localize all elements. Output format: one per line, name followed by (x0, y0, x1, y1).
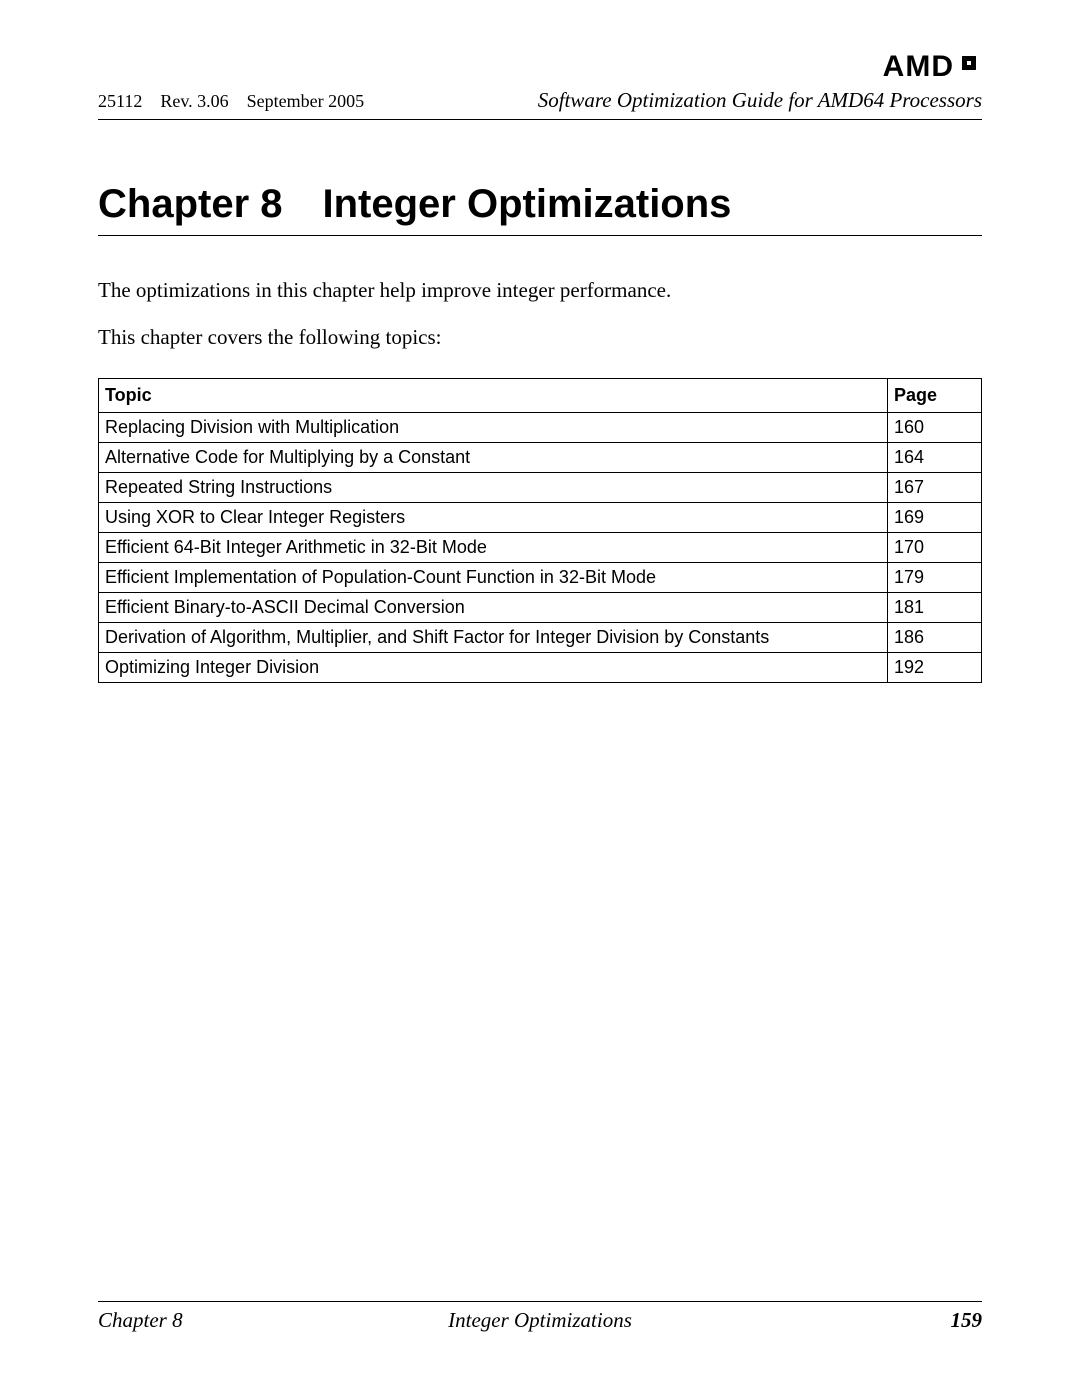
logo-text: AMD (883, 50, 954, 84)
cell-page: 167 (888, 473, 982, 503)
cell-topic: Derivation of Algorithm, Multiplier, and… (99, 623, 888, 653)
cell-topic: Replacing Division with Multiplication (99, 413, 888, 443)
cell-page: 170 (888, 533, 982, 563)
footer-center: Integer Optimizations (98, 1308, 982, 1333)
table-row: Using XOR to Clear Integer Registers 169 (99, 503, 982, 533)
cell-topic: Using XOR to Clear Integer Registers (99, 503, 888, 533)
cell-topic: Efficient Binary-to-ASCII Decimal Conver… (99, 593, 888, 623)
chapter-rule (98, 235, 982, 236)
doc-title: Software Optimization Guide for AMD64 Pr… (538, 88, 982, 113)
table-header-row: Topic Page (99, 379, 982, 413)
table-row: Replacing Division with Multiplication 1… (99, 413, 982, 443)
footer-rule (98, 1301, 982, 1302)
cell-topic: Repeated String Instructions (99, 473, 888, 503)
chapter-title: Chapter 8 Integer Optimizations (98, 182, 982, 227)
table-row: Repeated String Instructions 167 (99, 473, 982, 503)
logo-row: AMD (98, 50, 982, 84)
cell-page: 160 (888, 413, 982, 443)
table-row: Alternative Code for Multiplying by a Co… (99, 443, 982, 473)
topics-table: Topic Page Replacing Division with Multi… (98, 378, 982, 683)
col-topic: Topic (99, 379, 888, 413)
intro-paragraph-2: This chapter covers the following topics… (98, 325, 982, 350)
cell-page: 179 (888, 563, 982, 593)
cell-page: 169 (888, 503, 982, 533)
cell-topic: Efficient Implementation of Population-C… (99, 563, 888, 593)
col-page: Page (888, 379, 982, 413)
amd-arrow-icon (956, 50, 982, 84)
intro-paragraph-1: The optimizations in this chapter help i… (98, 278, 982, 303)
cell-topic: Alternative Code for Multiplying by a Co… (99, 443, 888, 473)
footer-row: Chapter 8 Integer Optimizations 159 (98, 1308, 982, 1333)
table-body: Replacing Division with Multiplication 1… (99, 413, 982, 683)
footer: Chapter 8 Integer Optimizations 159 (98, 1301, 982, 1333)
cell-topic: Efficient 64-Bit Integer Arithmetic in 3… (99, 533, 888, 563)
table-row: Efficient 64-Bit Integer Arithmetic in 3… (99, 533, 982, 563)
cell-page: 186 (888, 623, 982, 653)
cell-page: 164 (888, 443, 982, 473)
page: AMD 25112 Rev. 3.06 (0, 0, 1080, 1397)
table-row: Efficient Binary-to-ASCII Decimal Conver… (99, 593, 982, 623)
cell-page: 181 (888, 593, 982, 623)
cell-topic: Optimizing Integer Division (99, 653, 888, 683)
header-row: 25112 Rev. 3.06 September 2005 Software … (98, 88, 982, 120)
table-row: Optimizing Integer Division 192 (99, 653, 982, 683)
cell-page: 192 (888, 653, 982, 683)
table-row: Derivation of Algorithm, Multiplier, and… (99, 623, 982, 653)
amd-logo: AMD (883, 50, 982, 84)
table-row: Efficient Implementation of Population-C… (99, 563, 982, 593)
doc-meta: 25112 Rev. 3.06 September 2005 (98, 91, 364, 112)
